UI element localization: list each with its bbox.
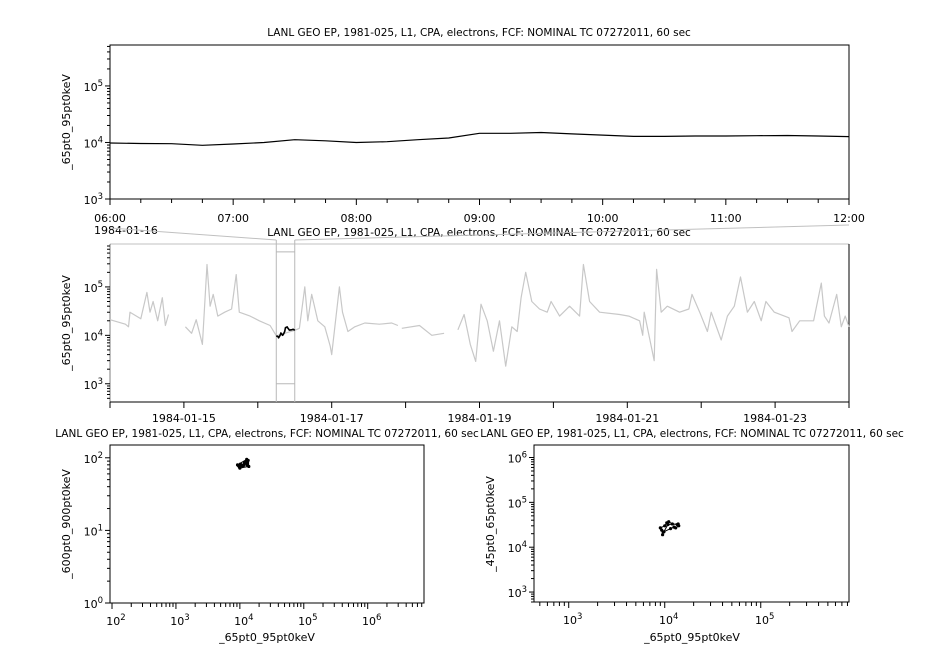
- bottom-left-ylabel: _600pt0_900pt0keV: [60, 469, 73, 580]
- y-tick-label: 104: [84, 135, 103, 150]
- y-tick-label: 104: [84, 328, 103, 343]
- x-tick-label: 1984-01-19: [448, 412, 512, 425]
- x-tick-label: 10:00: [587, 212, 619, 225]
- x-tick-label: 06:00: [94, 212, 126, 225]
- y-tick-label: 105: [84, 280, 103, 295]
- top-panel-ylabel: _65pt0_95pt0keV: [60, 74, 73, 171]
- bottom-left-scatter-panel: LANL GEO EP, 1981-025, L1, CPA, electron…: [55, 428, 479, 644]
- scatter-point: [667, 520, 671, 524]
- scatter-point: [660, 533, 665, 537]
- top-timeseries-panel: LANL GEO EP, 1981-025, L1, CPA, electron…: [60, 27, 865, 237]
- bottom-left-xlabel: _65pt0_95pt0keV: [218, 631, 315, 644]
- x-tick-label: 104: [234, 613, 253, 628]
- scatter-point: [662, 530, 666, 534]
- x-tick-label: 105: [755, 612, 774, 627]
- x-tick-label: 1984-01-23: [743, 412, 807, 425]
- y-tick-label: 103: [84, 377, 103, 392]
- bottom-right-scatter-panel: LANL GEO EP, 1981-025, L1, CPA, electron…: [480, 428, 904, 644]
- x-tick-label: 1984-01-15: [152, 412, 216, 425]
- scatter-point: [668, 526, 673, 531]
- zoom-connector-right: [294, 224, 850, 241]
- x-tick-label: 09:00: [464, 212, 496, 225]
- scatter-point: [676, 522, 680, 526]
- middle-panel-title: LANL GEO EP, 1981-025, L1, CPA, electron…: [267, 227, 691, 239]
- x-tick-label: 103: [563, 612, 582, 627]
- plot-frame: [109, 44, 850, 200]
- y-tick-label: 105: [508, 495, 527, 510]
- scatter-point: [238, 466, 242, 470]
- bottom-right-title: LANL GEO EP, 1981-025, L1, CPA, electron…: [480, 428, 904, 440]
- y-tick-label: 106: [508, 451, 527, 466]
- x-tick-label: 103: [170, 613, 189, 628]
- y-tick-label: 105: [84, 79, 103, 94]
- scatter-point: [245, 461, 250, 465]
- scatter-point: [235, 463, 240, 467]
- x-tick-label: 11:00: [710, 212, 742, 225]
- series-line: [109, 131, 850, 146]
- x-tick-label: 12:00: [833, 212, 865, 225]
- scatter-point: [663, 524, 667, 528]
- middle-timeseries-panel: LANL GEO EP, 1981-025, L1, CPA, electron…: [60, 224, 850, 425]
- x-tick-label: 105: [298, 613, 317, 628]
- scatter-point: [666, 522, 670, 527]
- bottom-left-title: LANL GEO EP, 1981-025, L1, CPA, electron…: [55, 428, 479, 440]
- y-tick-label: 102: [84, 451, 103, 466]
- x-tick-label: 106: [362, 613, 381, 628]
- x-tick-label: 104: [659, 612, 678, 627]
- x-tick-label: 07:00: [217, 212, 249, 225]
- series-line-overview: [109, 263, 850, 367]
- scatter-point: [242, 463, 246, 467]
- x-tick-label: 1984-01-21: [595, 412, 659, 425]
- y-tick-label: 100: [84, 596, 103, 611]
- series-line-highlighted: [275, 326, 296, 339]
- scatter-point: [658, 526, 662, 530]
- x-tick-label: 08:00: [340, 212, 372, 225]
- y-tick-label: 103: [84, 192, 103, 207]
- scatter-point: [672, 525, 676, 529]
- zoom-connector-left: [109, 227, 277, 241]
- plot-frame: [533, 444, 850, 603]
- bottom-right-ylabel: _45pt0_65pt0keV: [484, 476, 497, 573]
- top-panel-date-label: 1984-01-16: [94, 224, 158, 237]
- x-tick-label: 1984-01-17: [300, 412, 364, 425]
- y-tick-label: 101: [84, 523, 103, 538]
- plot-frame: [109, 444, 425, 604]
- y-tick-label: 104: [508, 540, 527, 555]
- scatter-point: [245, 457, 249, 462]
- middle-panel-ylabel: _65pt0_95pt0keV: [60, 275, 73, 372]
- scatter-point: [247, 464, 251, 469]
- top-panel-title: LANL GEO EP, 1981-025, L1, CPA, electron…: [267, 27, 691, 39]
- bottom-right-xlabel: _65pt0_95pt0keV: [643, 631, 740, 644]
- scatter-point: [670, 522, 674, 526]
- y-tick-label: 103: [508, 585, 527, 600]
- x-tick-label: 102: [106, 613, 125, 628]
